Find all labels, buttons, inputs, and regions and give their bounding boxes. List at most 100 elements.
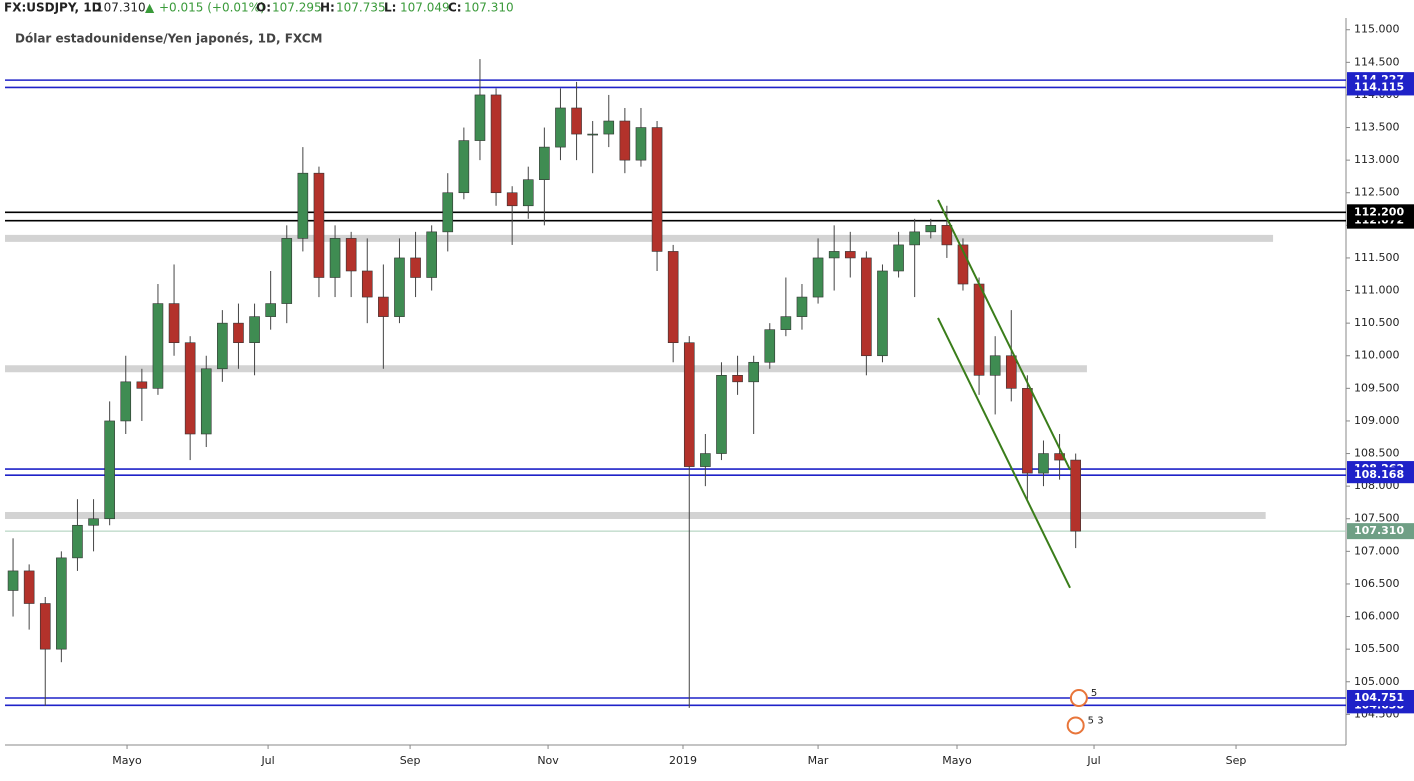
candle-body [941,225,953,246]
last-price: 107.310 [96,1,146,15]
candle-body [732,375,743,383]
candle-body [426,231,437,278]
candle-body [265,303,276,317]
price-label: 112.200 [1354,205,1404,218]
y-tick-label: 105.500 [1354,642,1400,655]
change-arrow: ▲ [145,1,155,15]
price-label: 104.751 [1354,691,1404,704]
candle-body [378,296,389,317]
candle-body [748,361,759,383]
candle-body [104,420,115,520]
ohlc-value: 107.049 [400,1,450,15]
candle-body [571,107,582,135]
candle-body [281,238,293,304]
candle-body [619,120,631,161]
x-tick-label: Jul [1086,754,1100,767]
y-tick-label: 110.000 [1354,349,1400,362]
price-label: 108.168 [1354,468,1404,481]
candle-body [828,251,840,259]
x-tick-label: 2019 [669,754,697,767]
candle-body [667,251,679,344]
y-tick-label: 110.500 [1354,316,1400,329]
candle-body [1022,388,1033,474]
candle-body [23,570,35,604]
candle-body [184,342,196,435]
y-tick-label: 111.000 [1354,284,1400,297]
candle-body [764,329,776,363]
candle-body [844,251,856,259]
candle-body [683,342,695,467]
y-tick-label: 115.000 [1354,23,1400,36]
ohlc-value: 107.295 [272,1,322,15]
y-tick-label: 107.000 [1354,544,1400,557]
candle-body [587,133,598,136]
event-marker [1066,716,1085,735]
y-tick-label: 109.500 [1354,381,1400,394]
candle-body [780,316,792,330]
event-marker [1069,689,1088,708]
ohlc-value: 107.310 [464,1,514,15]
y-tick-label: 114.500 [1354,55,1400,68]
y-tick-label: 112.500 [1354,186,1400,199]
candle-body [861,257,872,357]
candle-body [313,172,325,278]
candle-body [442,192,454,233]
x-tick-label: Mar [808,754,829,767]
candle-body [297,172,309,239]
price-label: 114.115 [1354,80,1404,93]
candle-body [39,603,51,650]
candle-body [345,238,357,272]
price-label-box [1347,467,1414,484]
ohlc-key: O: [256,1,271,15]
y-tick-label: 108.500 [1354,447,1400,460]
candle-body [200,368,212,435]
x-tick-label: Sep [400,754,421,767]
candle-body [249,316,260,344]
candle-body [7,570,19,591]
candle-body [88,518,99,526]
x-tick-label: Mayo [112,754,142,767]
candle-body [877,270,888,357]
candle-body [136,381,148,389]
price-label-box [1347,689,1414,706]
ohlc-value: 107.735 [336,1,386,15]
candle-body [152,303,164,389]
header: FX:USDJPY, 1D 107.310 ▲ +0.015 (+0.01%) … [4,1,514,15]
candle-body [651,127,663,252]
event-label: 5 3 [1088,715,1104,726]
price-label-box [1347,523,1414,540]
event-label: 5 [1091,688,1097,699]
candle-body [716,375,727,454]
x-tick-label: Sep [1226,754,1247,767]
y-tick-label: 107.500 [1354,512,1400,525]
candle-body [700,453,711,467]
y-tick-label: 105.000 [1354,675,1400,688]
candle-body [506,192,518,207]
x-tick-label: Mayo [942,754,972,767]
candle-body [361,270,373,298]
y-tick-label: 109.000 [1354,414,1400,427]
ohlc-key: H: [320,1,335,15]
chart-title: Dólar estadounidense/Yen japonés, 1D, FX… [15,32,322,46]
y-tick-label: 106.500 [1354,577,1400,590]
candle-body [989,355,1001,376]
candle-body [458,140,470,194]
candle-body [168,303,180,344]
candle-body [796,296,808,317]
candle-body [555,107,566,148]
price-label: 107.310 [1354,524,1404,537]
candle-body [1005,355,1017,389]
trendline [937,199,1071,471]
candle-body [973,283,985,376]
candle-body [812,257,824,298]
candle-body [909,231,920,246]
candle-body [217,322,228,370]
candle-body [329,238,341,278]
candle-body [1070,459,1081,532]
candle-body [635,127,647,161]
price-label-box [1347,79,1414,96]
symbol: FX:USDJPY, 1D [4,1,102,15]
candle-body [490,94,502,194]
